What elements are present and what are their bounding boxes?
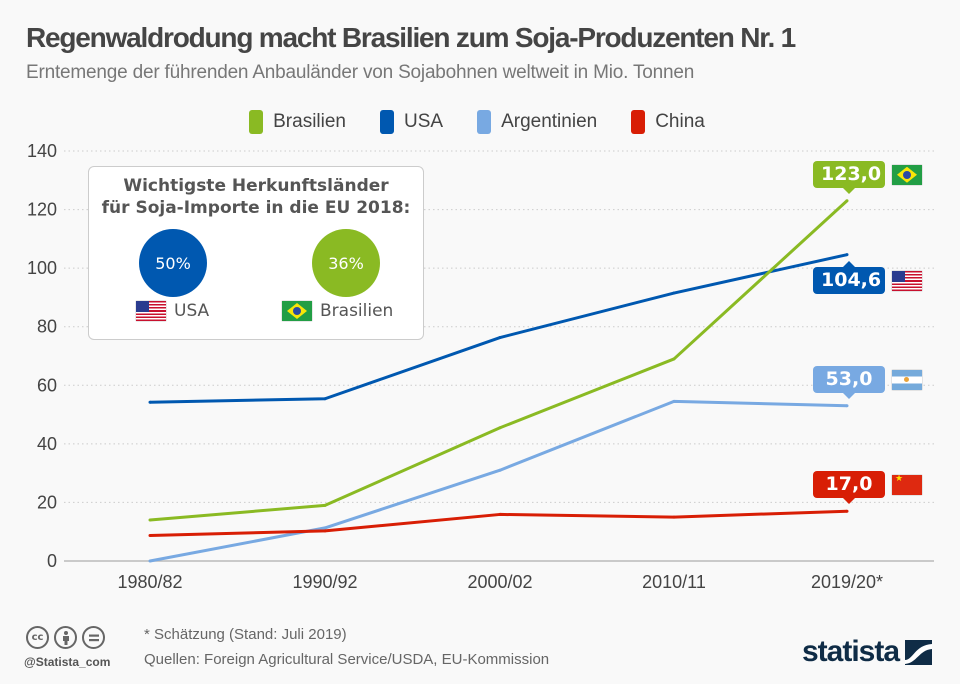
data-point-china[interactable] xyxy=(498,512,502,516)
us-flag-icon xyxy=(136,301,166,321)
inset-country-brasilien: Brasilien xyxy=(282,301,393,321)
data-point-usa[interactable] xyxy=(148,400,152,404)
brazil-flag-icon xyxy=(892,164,922,185)
data-point-usa[interactable] xyxy=(845,253,849,257)
eu-import-inset: Wichtigste Herkunftsländer für Soja-Impo… xyxy=(88,166,424,340)
inset-title: Wichtigste Herkunftsländer für Soja-Impo… xyxy=(89,175,423,219)
y-tick-label: 140 xyxy=(27,141,57,161)
inset-title-line2: für Soja-Importe in die EU 2018: xyxy=(101,198,411,218)
chart-subtitle: Erntemenge der führenden Anbauländer von… xyxy=(26,62,695,83)
data-point-argentinien[interactable] xyxy=(148,559,152,563)
legend-swatch-brasilien xyxy=(249,110,264,134)
data-point-argentinien[interactable] xyxy=(498,468,502,472)
legend: Brasilien USA Argentinien China xyxy=(0,110,960,134)
brasilien-share-value: 36% xyxy=(328,253,364,273)
source-line: Quellen: Foreign Agricultural Service/US… xyxy=(144,651,550,668)
x-tick-label: 2000/02 xyxy=(467,572,532,592)
y-tick-label: 20 xyxy=(37,492,57,512)
legend-label: Argentinien xyxy=(501,111,598,132)
legend-label: USA xyxy=(404,111,444,132)
x-axis-ticks: 1980/82 1990/92 2000/02 2010/11 2019/20* xyxy=(117,572,883,592)
legend-swatch-usa xyxy=(380,110,394,134)
data-point-brasilien[interactable] xyxy=(672,357,676,361)
x-tick-label: 1980/82 xyxy=(117,572,182,592)
end-value-label-usa: 104,6 xyxy=(813,260,885,294)
legend-label: China xyxy=(655,111,705,132)
series-lines xyxy=(148,199,849,563)
label-pointer xyxy=(843,187,855,194)
statista-logo-text: statista xyxy=(802,635,900,668)
data-point-argentinien[interactable] xyxy=(845,404,849,408)
data-point-brasilien[interactable] xyxy=(148,518,152,522)
statista-handle[interactable]: @Statista_com xyxy=(24,655,111,669)
y-tick-label: 0 xyxy=(47,551,57,571)
cc-icon[interactable]: cc xyxy=(26,626,49,649)
x-tick-label: 1990/92 xyxy=(292,572,357,592)
end-value-text: 104,6 xyxy=(821,268,882,291)
end-value-label-china: 17,0 xyxy=(813,471,885,505)
legend-item-brasilien[interactable]: Brasilien xyxy=(249,110,346,134)
usa-share-value: 50% xyxy=(155,253,191,273)
y-tick-label: 60 xyxy=(37,375,57,395)
inset-country-label: Brasilien xyxy=(320,301,394,321)
data-point-argentinien[interactable] xyxy=(323,526,327,530)
usa-share-bubble: 50% xyxy=(139,229,207,297)
label-pointer xyxy=(843,392,855,399)
y-tick-label: 80 xyxy=(37,317,57,337)
series-line-argentinien[interactable] xyxy=(149,399,848,563)
data-point-china[interactable] xyxy=(672,515,676,519)
us-flag-icon xyxy=(892,270,922,291)
end-value-text: 123,0 xyxy=(821,162,882,185)
y-tick-label: 40 xyxy=(37,434,57,454)
data-point-usa[interactable] xyxy=(672,291,676,295)
data-point-usa[interactable] xyxy=(498,336,502,340)
chart-title: Regenwaldrodung macht Brasilien zum Soja… xyxy=(26,22,796,53)
data-point-china[interactable] xyxy=(845,509,849,513)
brasilien-share-bubble: 36% xyxy=(312,229,380,297)
argentina-flag-icon xyxy=(892,369,922,390)
by-icon[interactable] xyxy=(54,626,77,649)
brazil-flag-icon xyxy=(282,301,312,321)
inset-title-line1: Wichtigste Herkunftsländer xyxy=(123,176,389,196)
nd-icon[interactable] xyxy=(82,626,105,649)
china-flag-icon xyxy=(892,475,922,496)
series-line-china[interactable] xyxy=(149,509,848,538)
end-value-text: 17,0 xyxy=(825,473,873,496)
legend-label: Brasilien xyxy=(273,111,346,132)
y-axis-ticks: 0 20 40 60 80 100 120 140 xyxy=(27,141,57,571)
legend-item-china[interactable]: China xyxy=(631,110,705,134)
legend-swatch-argentinien xyxy=(477,110,492,134)
x-tick-label: 2010/11 xyxy=(642,572,706,592)
end-value-label-brasilien: 123,0 xyxy=(813,160,885,194)
data-point-china[interactable] xyxy=(323,529,327,533)
data-point-brasilien[interactable] xyxy=(845,199,849,203)
end-value-text: 53,0 xyxy=(825,367,873,390)
inset-country-usa: USA xyxy=(136,301,209,321)
legend-item-usa[interactable]: USA xyxy=(380,110,443,134)
data-point-brasilien[interactable] xyxy=(323,503,327,507)
footnote: * Schätzung (Stand: Juli 2019) xyxy=(144,626,347,643)
label-pointer xyxy=(843,498,855,505)
data-point-china[interactable] xyxy=(148,534,152,538)
statista-logo[interactable]: statista xyxy=(802,635,933,668)
legend-swatch-china xyxy=(631,110,646,134)
data-point-usa[interactable] xyxy=(323,397,327,401)
y-tick-label: 120 xyxy=(27,200,57,220)
statista-logo-icon xyxy=(905,639,933,665)
data-point-brasilien[interactable] xyxy=(498,426,502,430)
inset-country-label: USA xyxy=(174,301,210,321)
legend-item-argentinien[interactable]: Argentinien xyxy=(477,110,597,134)
end-value-label-argentinien: 53,0 xyxy=(813,365,885,399)
x-tick-label: 2019/20* xyxy=(811,572,883,592)
data-point-argentinien[interactable] xyxy=(672,399,676,403)
y-tick-label: 100 xyxy=(27,258,57,278)
label-pointer xyxy=(843,260,855,267)
license-icons: cc xyxy=(26,626,105,649)
